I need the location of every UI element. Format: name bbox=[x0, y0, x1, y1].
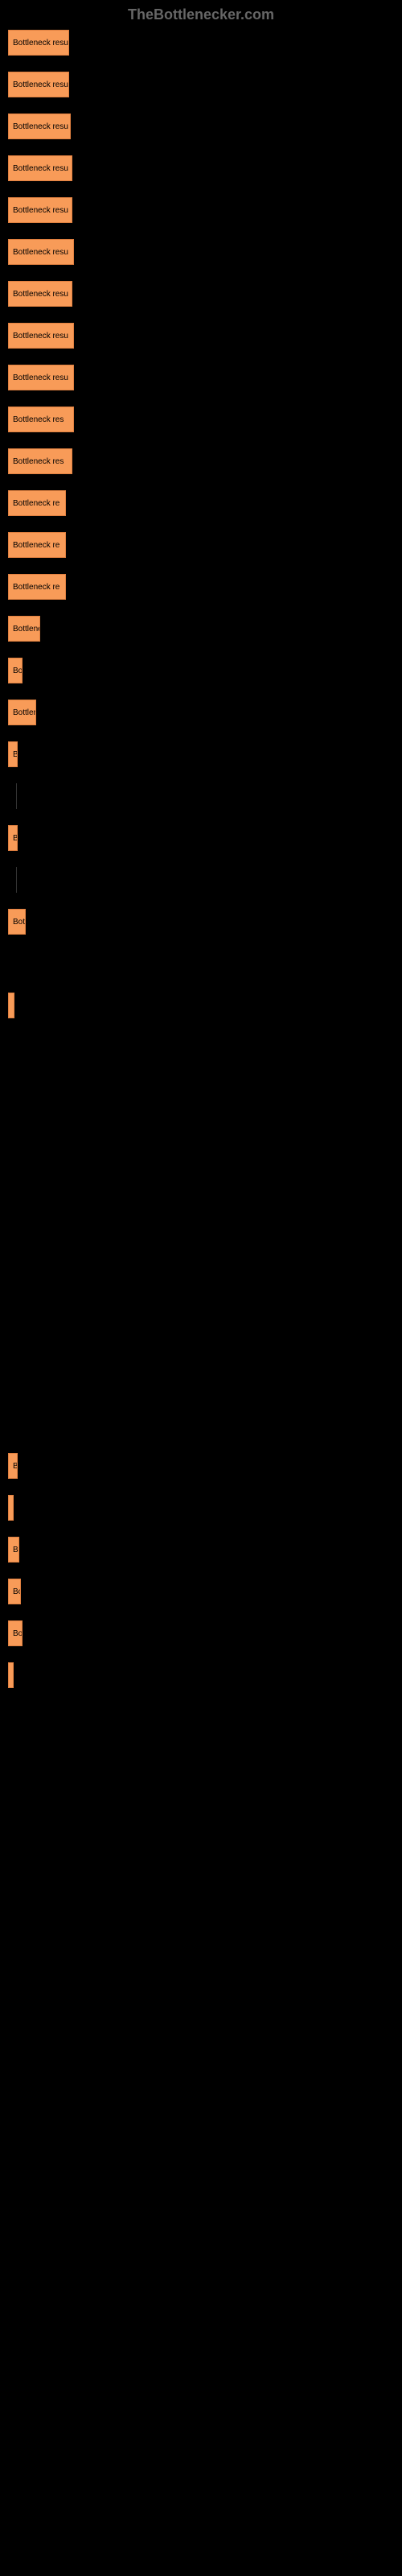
bar-row: Bottleneck resu bbox=[8, 197, 394, 223]
bottleneck-bar[interactable]: Bottleneck resu bbox=[8, 281, 72, 307]
bar-row: Bottleneck re bbox=[8, 574, 394, 600]
bar-row: B bbox=[8, 1537, 394, 1563]
bar-row bbox=[8, 1034, 394, 1060]
bottleneck-bar[interactable]: Bottleneck resu bbox=[8, 114, 71, 139]
marker-line bbox=[16, 783, 17, 809]
bar-row: Bottleneck resu bbox=[8, 365, 394, 390]
bottleneck-bar[interactable]: Bo bbox=[8, 1620, 23, 1646]
bottleneck-bar[interactable]: Bottleneck re bbox=[8, 574, 66, 600]
bar-row bbox=[8, 1202, 394, 1228]
bar-row bbox=[8, 951, 394, 976]
bar-row bbox=[8, 1244, 394, 1269]
bottleneck-bar[interactable]: Bottleneck res bbox=[8, 448, 72, 474]
bar-row: B bbox=[8, 1453, 394, 1479]
bottleneck-bar[interactable] bbox=[8, 993, 14, 1018]
marker-line bbox=[16, 867, 17, 893]
bar-row bbox=[8, 993, 394, 1018]
bar-row: B bbox=[8, 741, 394, 767]
bar-row bbox=[8, 1662, 394, 1688]
bottleneck-bar[interactable]: Bo bbox=[8, 658, 23, 683]
bottleneck-bar[interactable]: Bottleneck res bbox=[8, 407, 74, 432]
bottleneck-bar[interactable]: Bo bbox=[8, 1579, 21, 1604]
bottleneck-bar[interactable]: B bbox=[8, 1453, 18, 1479]
bottleneck-bar[interactable]: Bottleneck re bbox=[8, 490, 66, 516]
bar-row: Bottleneck re bbox=[8, 532, 394, 558]
bar-row: Bottleneck resu bbox=[8, 155, 394, 181]
bottleneck-bar[interactable] bbox=[8, 1495, 14, 1521]
bar-row: Bottleneck re bbox=[8, 490, 394, 516]
bottleneck-bar[interactable]: B bbox=[8, 1537, 19, 1563]
bar-row bbox=[8, 867, 394, 893]
site-header: TheBottlenecker.com bbox=[0, 0, 402, 30]
bar-row: Bottleneck resu bbox=[8, 114, 394, 139]
bottleneck-bar[interactable]: B bbox=[8, 825, 18, 851]
bar-row: Bottleneck resu bbox=[8, 281, 394, 307]
bar-row: Bo bbox=[8, 1579, 394, 1604]
bottleneck-bar[interactable]: Bottleneck resul bbox=[8, 72, 69, 97]
bottleneck-bar[interactable]: Bottleneck resu bbox=[8, 239, 74, 265]
bar-row: Bo bbox=[8, 1620, 394, 1646]
bottleneck-bar[interactable]: Bottleneck resu bbox=[8, 323, 74, 349]
bar-row bbox=[8, 783, 394, 809]
bar-row: Bottler bbox=[8, 700, 394, 725]
bar-row bbox=[8, 1076, 394, 1102]
bottleneck-bar[interactable]: Bottlene bbox=[8, 616, 40, 642]
bar-row: Bottleneck resu bbox=[8, 239, 394, 265]
bottleneck-bar[interactable]: Bottleneck re bbox=[8, 532, 66, 558]
bottleneck-bar[interactable] bbox=[8, 1662, 14, 1688]
bar-row: Bo bbox=[8, 658, 394, 683]
bar-row bbox=[8, 1118, 394, 1144]
bar-row: Bottleneck res bbox=[8, 448, 394, 474]
bar-row: B bbox=[8, 825, 394, 851]
bottleneck-bar[interactable]: Bottleneck resu bbox=[8, 155, 72, 181]
bar-row: Bottleneck resul bbox=[8, 72, 394, 97]
bar-row bbox=[8, 1160, 394, 1186]
bottleneck-bar[interactable]: Bott bbox=[8, 909, 26, 935]
bar-row: Bott bbox=[8, 909, 394, 935]
bottleneck-bar[interactable]: Bottleneck resul bbox=[8, 30, 69, 56]
bar-row: Bottleneck resul bbox=[8, 30, 394, 56]
bottleneck-bar[interactable]: B bbox=[8, 741, 18, 767]
bar-row bbox=[8, 1369, 394, 1395]
bar-row bbox=[8, 1495, 394, 1521]
bar-row bbox=[8, 1286, 394, 1311]
bar-row bbox=[8, 1327, 394, 1353]
bottleneck-bar[interactable]: Bottleneck resu bbox=[8, 365, 74, 390]
bar-row: Bottleneck resu bbox=[8, 323, 394, 349]
bars-container: Bottleneck resul Bottleneck resul Bottlene… bbox=[0, 30, 402, 1688]
bar-row: Bottleneck res bbox=[8, 407, 394, 432]
bottleneck-bar[interactable]: Bottleneck resu bbox=[8, 197, 72, 223]
bar-row: Bottlene bbox=[8, 616, 394, 642]
bar-row bbox=[8, 1411, 394, 1437]
bottleneck-bar[interactable]: Bottler bbox=[8, 700, 36, 725]
